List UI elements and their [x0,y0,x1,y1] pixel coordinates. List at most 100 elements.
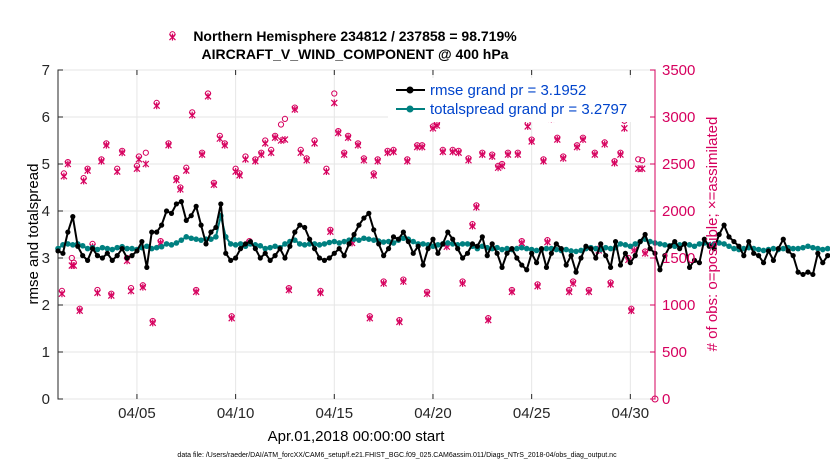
obs-assimilated-marker [484,316,492,324]
totalspread-point [163,241,170,247]
rmse-point [163,208,170,214]
rmse-point [326,255,332,261]
rmse-point [208,229,214,235]
rmse-point [509,246,515,252]
totalspread-point [79,242,86,249]
obs-assimilated-marker [311,139,318,147]
totalspread-point [622,242,629,248]
rmse-point [637,238,643,245]
totalspread-point [627,243,634,250]
obs-assimilated-marker [488,152,496,160]
obs-assimilated-marker [524,122,532,130]
totalspread-point [632,241,639,247]
legend-rmse-label: rmse grand pr = 3.1952 [430,82,586,99]
rmse-point [533,260,540,266]
totalspread-point [124,245,130,252]
obs-assimilated-marker [494,164,502,172]
rmse-point [765,248,772,254]
rmse-point [548,250,554,256]
obs-assimilated-marker [153,102,161,110]
y-left-tick-label: 6 [42,109,50,126]
totalspread-point [543,245,550,252]
rmse-point [119,246,125,252]
obs-assimilated-marker [569,279,577,287]
obs-assimilated-marker [508,288,516,296]
rmse-point [277,246,283,252]
obs-assimilated-marker [261,139,269,147]
obs-assimilated-marker [267,149,275,157]
rmse-point [302,224,308,231]
totalspread-point [815,245,821,252]
rmse-point [252,246,258,252]
obs-assimilated-marker [80,177,88,185]
rmse-point [588,246,594,252]
obs-assimilated-marker [449,148,457,156]
totalspread-point [257,242,264,249]
rmse-point [129,253,135,259]
rmse-point [603,253,609,259]
rmse-point [445,229,451,235]
obs-assimilated-marker [478,151,486,159]
obs-assimilated-marker [281,136,289,144]
rmse-point [686,264,693,270]
totalspread-point [326,239,333,246]
x-tick-label: 04/05 [118,405,156,422]
rmse-point [99,255,106,261]
totalspread-point [301,242,308,248]
obs-assimilated-marker [617,151,624,159]
rmse-point [450,236,456,242]
totalspread-point [232,242,239,248]
obs-assimilated-marker [534,282,541,290]
chart-title-line1: Northern Hemisphere 234812 / 237858 = 98… [193,28,517,44]
obs-assimilated-marker [322,168,330,176]
totalspread-point [213,234,219,240]
obs-assimilated-marker [384,149,392,157]
rmse-point [479,234,485,240]
obs-assimilated-marker [340,151,348,159]
obs-assimilated-marker [317,289,324,297]
rmse-point [228,257,234,263]
rmse-point [731,238,737,245]
rmse-point [213,224,219,231]
obs-assimilated-marker [257,151,265,159]
rmse-point [316,255,323,261]
rmse-point [321,257,328,263]
obs-assimilated-marker [638,165,646,173]
totalspread-point [198,237,204,243]
y-right-tick-label: 3000 [662,109,695,126]
obs-assimilated-marker [472,203,480,211]
rmse-point [267,257,273,263]
obs-assimilated-marker [221,141,229,149]
rmse-point [538,246,545,252]
rmse-point [410,250,416,256]
rmse-point [287,243,293,249]
rmse-point [741,253,747,259]
rmse-point [677,246,683,252]
x-tick-label: 04/15 [316,405,354,422]
rmse-point [55,248,61,254]
rmse-point [593,255,599,261]
obs-assimilated-marker [585,288,593,296]
totalspread-point [523,245,530,252]
obs-assimilated-marker [94,289,101,297]
rmse-point [657,267,663,273]
y-right-tick-label: 3500 [662,62,695,79]
rmse-point [464,250,471,256]
obs-assimilated-marker [97,157,105,165]
rmse-point [529,250,535,256]
obs-assimilated-marker [374,157,382,165]
obs-assimilated-marker [620,124,628,132]
obs-assimilated-marker [236,171,243,179]
rmse-point [405,238,411,245]
rmse-point [736,243,742,249]
totalspread-point [316,242,323,248]
x-tick-label: 04/10 [217,405,255,422]
rmse-point [484,253,490,259]
obs-possible-marker [331,90,338,97]
rmse-point [282,255,288,261]
obs-possible-marker [142,149,149,156]
rmse-point [696,260,703,266]
rmse-point [188,213,194,219]
obs-assimilated-marker [544,238,551,246]
obs-assimilated-marker [459,279,467,287]
